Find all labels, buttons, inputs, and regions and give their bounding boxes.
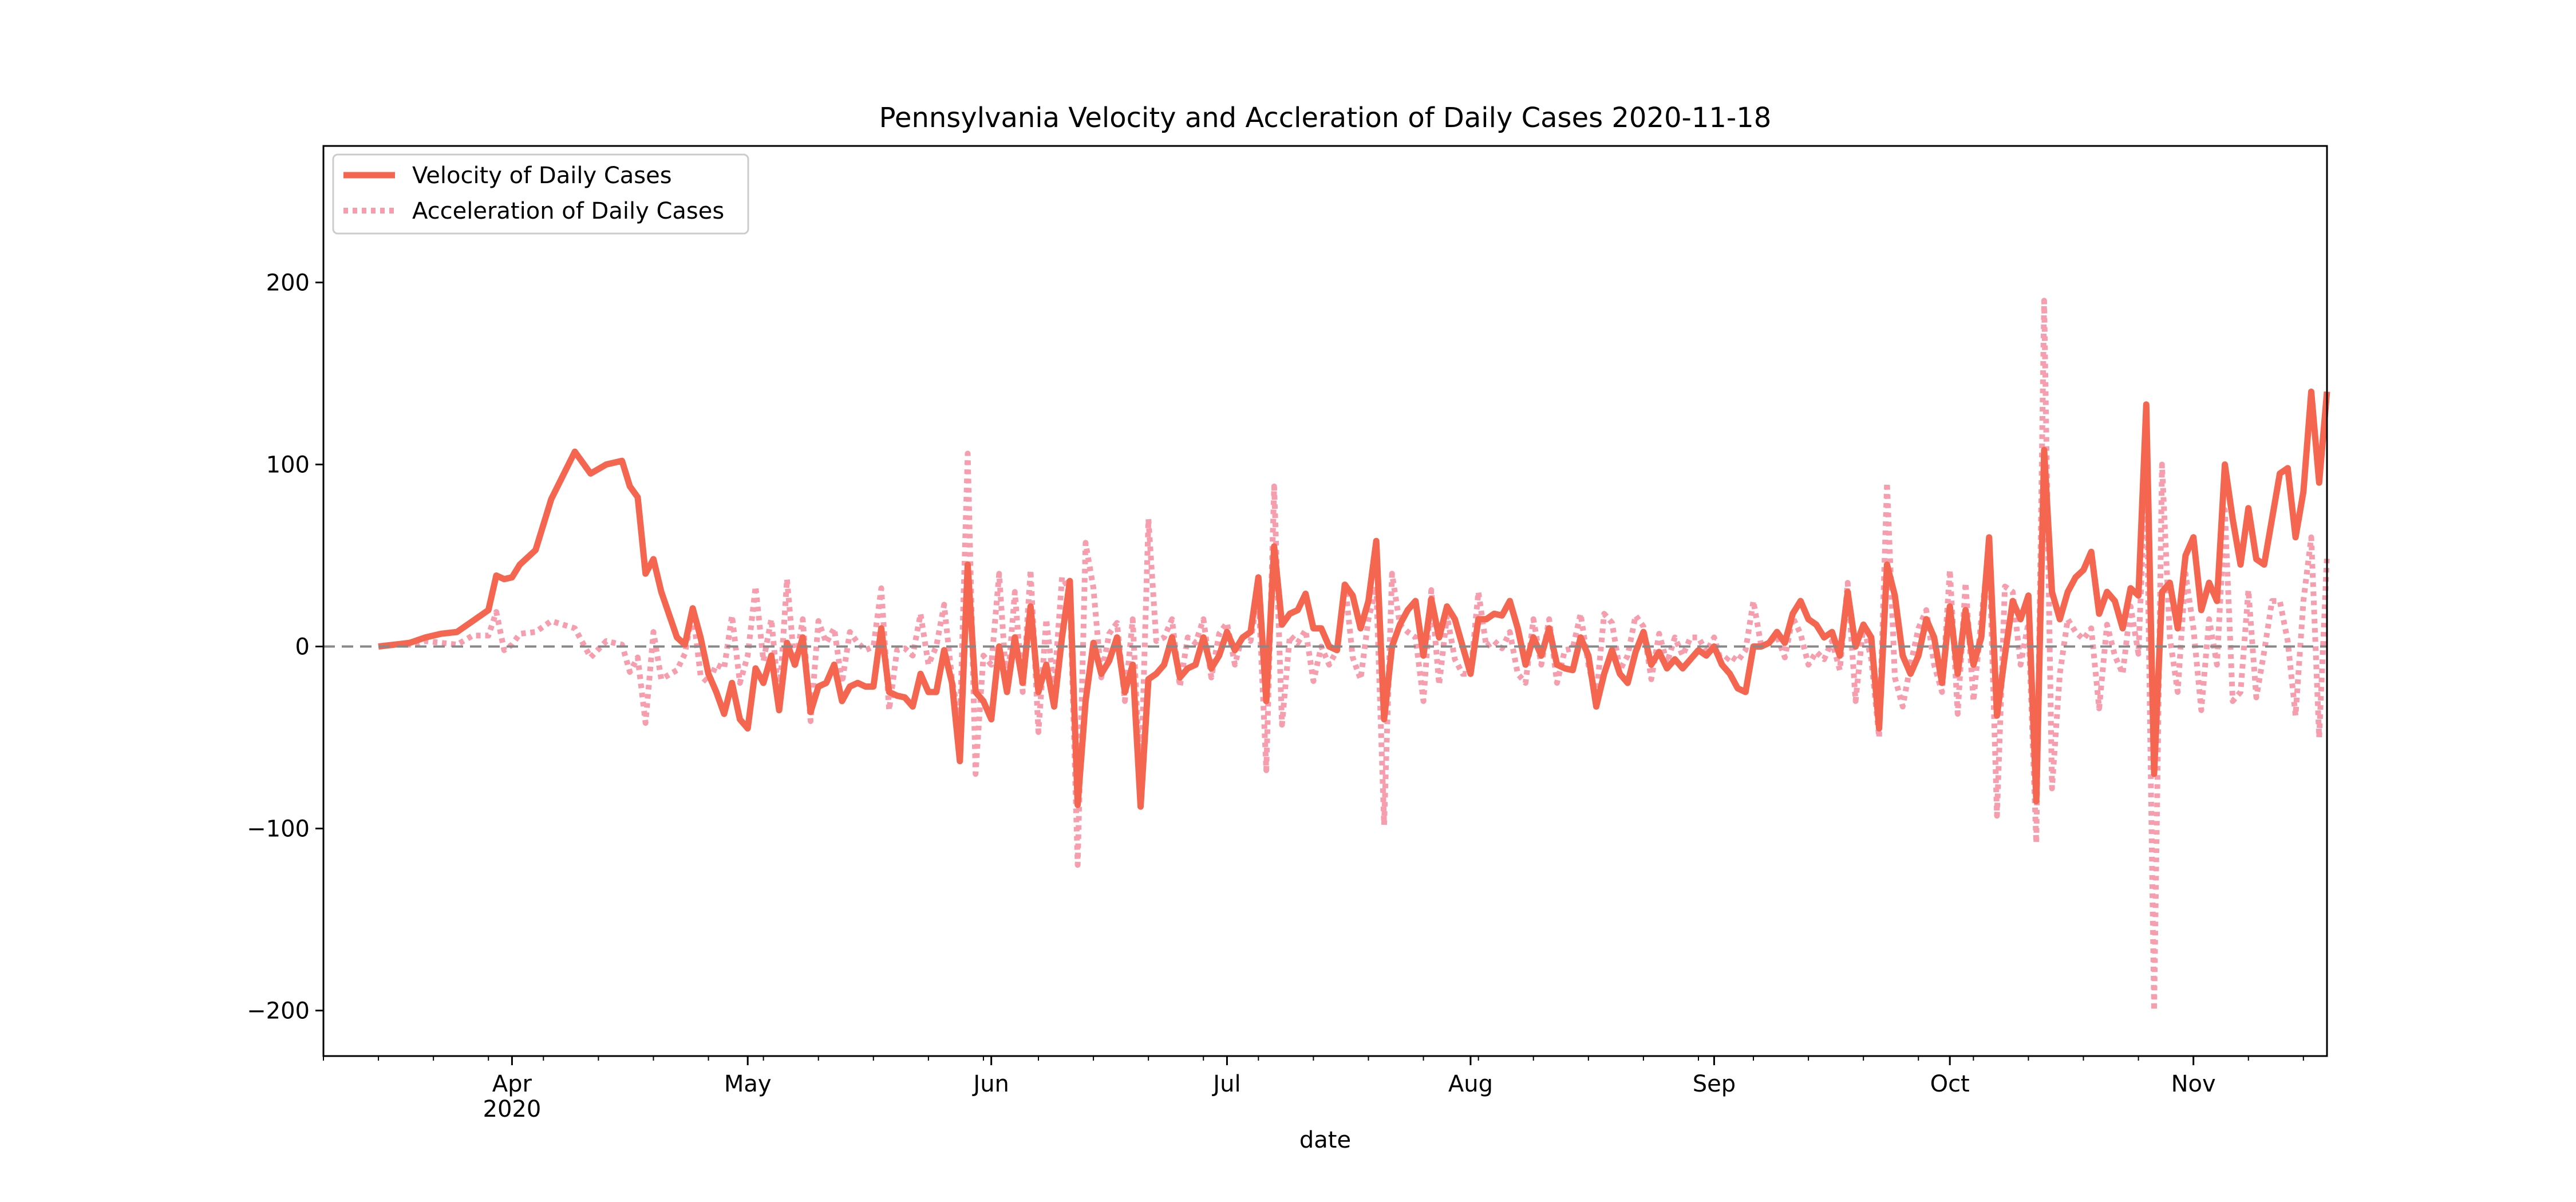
x-tick-label: Sep <box>1693 1071 1736 1097</box>
chart-title: Pennsylvania Velocity and Accleration of… <box>879 102 1772 134</box>
x-tick-label: May <box>724 1071 772 1097</box>
x-tick-label: Jun <box>971 1071 1009 1097</box>
y-tick-label: 100 <box>266 452 310 479</box>
y-tick-label: 0 <box>295 634 310 661</box>
y-tick-label: −200 <box>247 998 310 1025</box>
y-tick-label: −100 <box>247 816 310 843</box>
x-axis-label: date <box>1299 1127 1351 1153</box>
x-tick-label: Oct <box>1930 1071 1970 1097</box>
legend-label: Velocity of Daily Cases <box>412 163 672 189</box>
x-tick-label: Jul <box>1211 1071 1240 1097</box>
legend: Velocity of Daily Cases Acceleration of D… <box>333 155 748 234</box>
x-tick-label: Nov <box>2171 1071 2216 1097</box>
legend-label: Acceleration of Daily Cases <box>412 198 724 224</box>
x-tick-sublabel: 2020 <box>483 1096 542 1122</box>
x-tick-label: Apr <box>492 1071 532 1097</box>
y-tick-label: 200 <box>266 270 310 296</box>
x-tick-label: Aug <box>1448 1071 1493 1097</box>
